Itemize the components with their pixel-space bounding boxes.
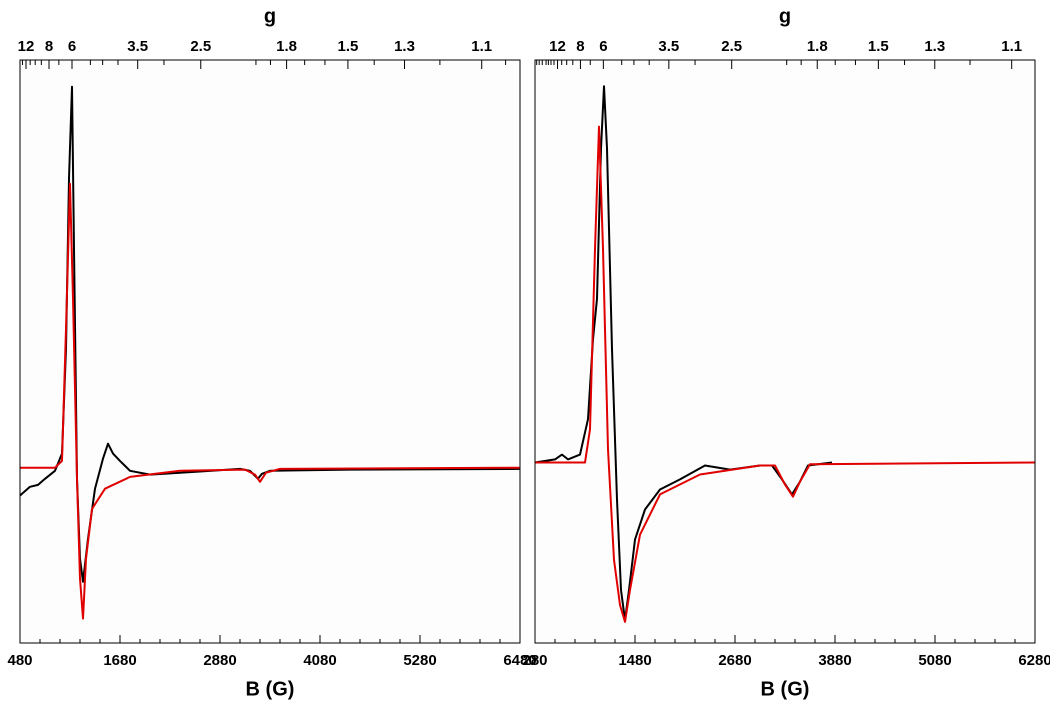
x-tick-label: 5080 — [918, 652, 951, 669]
g-tick-label: 6 — [68, 38, 76, 55]
g-tick-label: 1.1 — [1001, 38, 1022, 55]
g-tick-label: 1.3 — [394, 38, 415, 55]
g-tick-label: 8 — [45, 38, 53, 55]
g-tick-label: 2.5 — [721, 38, 742, 55]
x-tick-label: 280 — [522, 652, 547, 669]
plot-frame — [534, 59, 1036, 644]
g-tick-label: 1.1 — [471, 38, 492, 55]
x-tick-label: 6280 — [1018, 652, 1050, 669]
x-tick-label: 480 — [7, 652, 32, 669]
g-tick-label: 1.8 — [807, 38, 828, 55]
g-tick-label: 2.5 — [190, 38, 211, 55]
top-axis-title: g — [264, 5, 276, 27]
g-tick-label: 1.8 — [276, 38, 297, 55]
x-tick-label: 1680 — [103, 652, 136, 669]
plot-frame — [19, 59, 521, 644]
x-tick-label: 1480 — [618, 652, 651, 669]
x-tick-label: 6480 — [503, 652, 536, 669]
x-tick-label: 3880 — [818, 652, 851, 669]
x-tick-label: 2680 — [718, 652, 751, 669]
g-tick-label: 1.5 — [337, 38, 358, 55]
x-tick-label: 2880 — [203, 652, 236, 669]
x-axis-title: B (G) — [761, 678, 810, 700]
plot-area — [535, 60, 1035, 643]
top-axis-title: g — [779, 5, 791, 27]
g-tick-label: 1.5 — [868, 38, 889, 55]
g-tick-label: 6 — [599, 38, 607, 55]
g-tick-label: 12 — [18, 38, 35, 55]
x-tick-label: 5280 — [403, 652, 436, 669]
spectrum-line — [20, 182, 521, 620]
g-tick-label: 1.3 — [924, 38, 945, 55]
g-tick-label: 3.5 — [658, 38, 679, 55]
x-axis-title: B (G) — [246, 678, 295, 700]
x-tick-label: 4080 — [303, 652, 336, 669]
g-tick-label: 12 — [549, 38, 566, 55]
g-tick-label: 3.5 — [127, 38, 148, 55]
g-tick-label: 8 — [576, 38, 584, 55]
spectrum-line — [535, 125, 1036, 623]
plot-area — [20, 60, 520, 643]
